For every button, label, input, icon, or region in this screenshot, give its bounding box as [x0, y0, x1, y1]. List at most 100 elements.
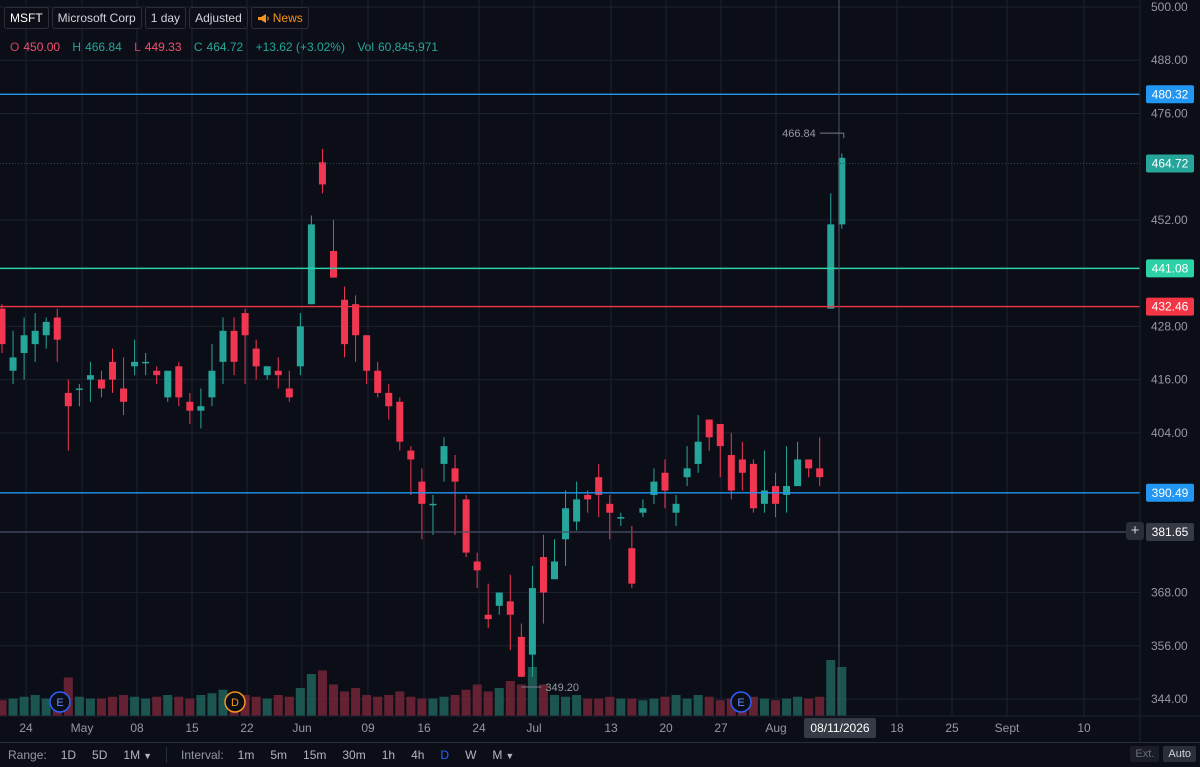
range-1d-button[interactable]: 1D	[60, 748, 77, 762]
symbol-ticker[interactable]: MSFT	[4, 7, 49, 29]
candle-body[interactable]	[794, 459, 802, 487]
candle-body[interactable]	[517, 636, 525, 677]
candle-body[interactable]	[738, 459, 746, 473]
candle-body[interactable]	[307, 224, 315, 305]
candle-body[interactable]	[816, 468, 824, 478]
interval-30m-button[interactable]: 30m	[342, 748, 366, 762]
candle-body[interactable]	[749, 463, 757, 509]
candle-body[interactable]	[484, 614, 492, 620]
interval-4h-button[interactable]: 4h	[411, 748, 425, 762]
candle-body[interactable]	[727, 455, 735, 491]
candle-body[interactable]	[473, 561, 481, 571]
candle-body[interactable]	[285, 388, 293, 398]
candle-body[interactable]	[352, 304, 360, 336]
candle-body[interactable]	[0, 308, 6, 345]
news-chip[interactable]: News	[250, 7, 309, 29]
candle-body[interactable]	[97, 379, 105, 389]
candle-body[interactable]	[131, 361, 139, 367]
interval-15m-button[interactable]: 15m	[303, 748, 327, 762]
candle-body[interactable]	[451, 468, 459, 482]
adjustment-chip[interactable]: Adjusted	[189, 7, 248, 29]
candle-body[interactable]	[296, 326, 304, 367]
candle-body[interactable]	[783, 486, 791, 495]
candle-body[interactable]	[142, 361, 150, 364]
candle-body[interactable]	[429, 503, 437, 506]
candle-body[interactable]	[562, 508, 570, 540]
interval-5m-button[interactable]: 5m	[270, 748, 288, 762]
candle-body[interactable]	[274, 370, 282, 376]
candle-body[interactable]	[462, 499, 470, 553]
candle-body[interactable]	[197, 406, 205, 411]
candle-body[interactable]	[230, 330, 238, 362]
auto-scale-toggle[interactable]: Auto	[1163, 746, 1196, 762]
candle-body[interactable]	[20, 335, 28, 353]
candle-body[interactable]	[716, 423, 724, 447]
candle-body[interactable]	[186, 401, 194, 411]
candle-body[interactable]	[440, 446, 448, 464]
candle-body[interactable]	[506, 601, 514, 615]
interval-m-dropdown[interactable]: M ▼	[492, 748, 514, 762]
candle-body[interactable]	[595, 477, 603, 495]
candle-body[interactable]	[628, 548, 636, 584]
candle-body[interactable]	[109, 361, 116, 380]
candle-body[interactable]	[64, 392, 72, 407]
candle-body[interactable]	[164, 370, 172, 398]
candle-body[interactable]	[805, 459, 813, 469]
candle-body[interactable]	[694, 441, 702, 464]
interval-chip[interactable]: 1 day	[144, 7, 187, 29]
candle-body[interactable]	[9, 357, 17, 371]
candle-body[interactable]	[341, 299, 349, 345]
interval-1h-button[interactable]: 1h	[381, 748, 396, 762]
candle-body[interactable]	[263, 366, 271, 376]
interval-w-button[interactable]: W	[465, 748, 477, 762]
candle-body[interactable]	[53, 317, 61, 340]
candle-body[interactable]	[661, 472, 669, 491]
candle-body[interactable]	[650, 481, 658, 495]
earnings-marker-icon[interactable]	[730, 691, 752, 713]
candle-body[interactable]	[385, 392, 393, 407]
candle-body[interactable]	[760, 490, 768, 504]
add-plus-icon[interactable]: +	[1126, 522, 1144, 540]
interval-1m-button[interactable]: 1m	[237, 748, 255, 762]
candle-body[interactable]	[672, 503, 680, 513]
candle-body[interactable]	[827, 224, 835, 309]
candle-body[interactable]	[705, 419, 713, 438]
candle-body[interactable]	[252, 348, 260, 367]
earnings-marker-icon[interactable]	[49, 691, 71, 713]
candle-body[interactable]	[330, 250, 337, 278]
symbol-name[interactable]: Microsoft Corp	[51, 7, 142, 29]
candle-body[interactable]	[584, 494, 592, 500]
interval-d-button[interactable]: D	[440, 748, 450, 762]
candle-body[interactable]	[241, 313, 249, 336]
dividend-marker-icon[interactable]	[224, 691, 246, 713]
candle-body[interactable]	[838, 157, 846, 225]
candle-body[interactable]	[617, 517, 625, 519]
candle-body[interactable]	[31, 330, 39, 345]
candle-body[interactable]	[528, 588, 536, 655]
candle-body[interactable]	[573, 499, 581, 522]
candle-body[interactable]	[772, 486, 779, 504]
candle-body[interactable]	[374, 370, 382, 393]
candle-body[interactable]	[551, 561, 558, 580]
candle-body[interactable]	[120, 388, 128, 402]
candle-body[interactable]	[175, 366, 183, 398]
candle-body[interactable]	[606, 503, 614, 513]
candle-body[interactable]	[495, 592, 503, 606]
candle-body[interactable]	[208, 370, 216, 398]
extended-hours-toggle[interactable]: Ext.	[1130, 746, 1160, 762]
candle-body[interactable]	[363, 335, 371, 371]
range-5d-button[interactable]: 5D	[92, 748, 108, 762]
candle-body[interactable]	[318, 162, 326, 185]
candle-body[interactable]	[86, 375, 94, 380]
candle-body[interactable]	[407, 450, 415, 460]
candle-body[interactable]	[539, 557, 547, 593]
candle-body[interactable]	[683, 468, 691, 478]
candle-body[interactable]	[75, 388, 83, 390]
range-1m-dropdown[interactable]: 1M ▼	[123, 748, 152, 762]
candle-body[interactable]	[42, 321, 50, 336]
candle-body[interactable]	[153, 370, 161, 376]
candle-body[interactable]	[396, 401, 404, 442]
candle-body[interactable]	[219, 330, 227, 362]
candle-body[interactable]	[639, 508, 647, 513]
